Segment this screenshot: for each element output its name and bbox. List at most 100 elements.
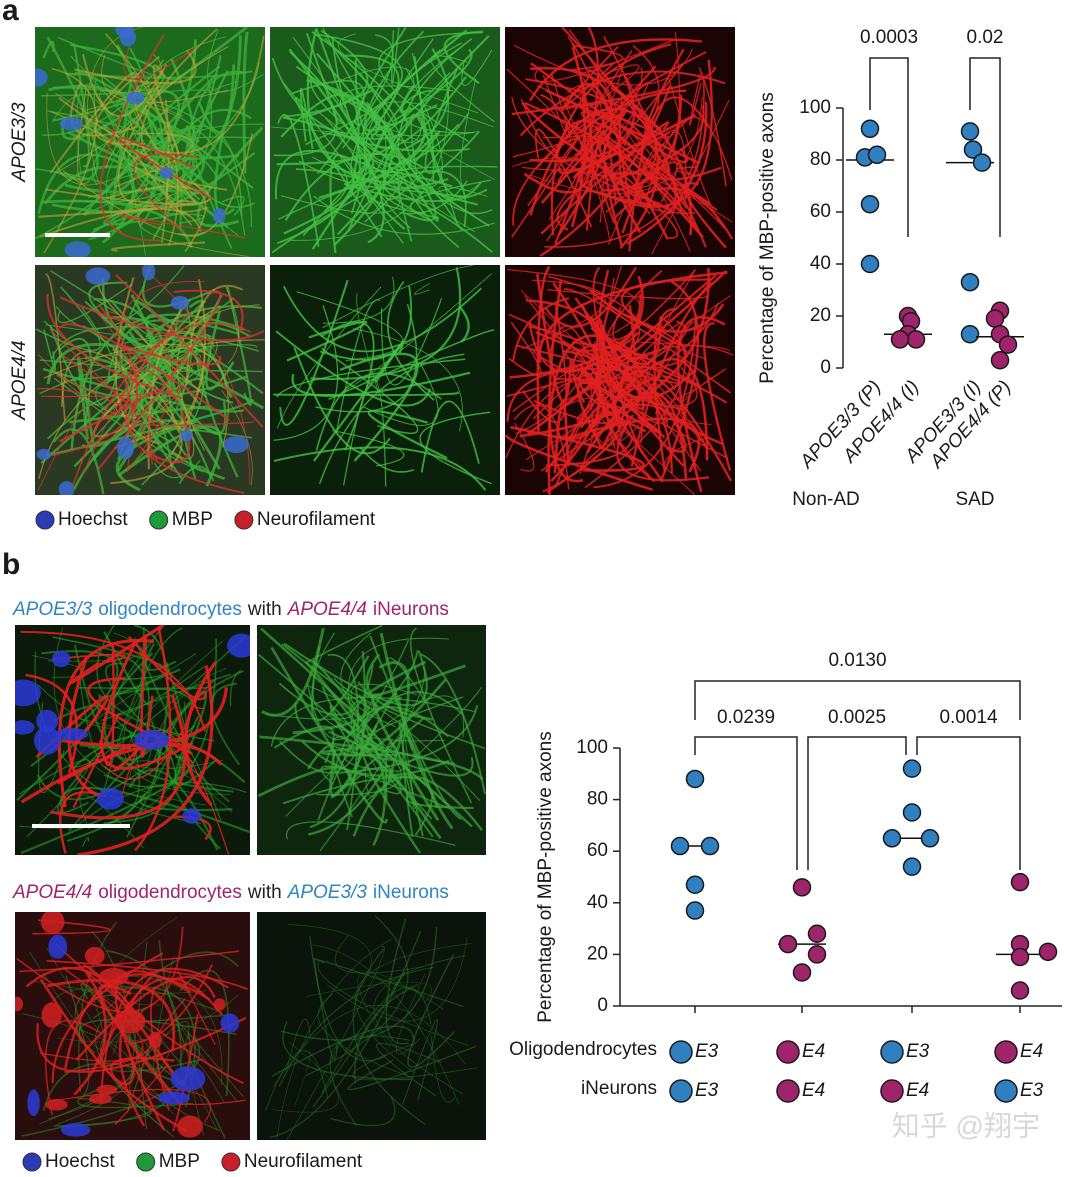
data-point — [860, 254, 880, 274]
fiber — [414, 282, 431, 295]
fiber — [58, 390, 154, 443]
nucleus — [170, 1066, 206, 1092]
fiber — [367, 409, 448, 460]
fiber — [152, 64, 181, 158]
micrograph — [270, 265, 500, 495]
fiber — [352, 948, 426, 1125]
fiber — [319, 285, 413, 361]
fiber — [548, 279, 584, 483]
fiber — [175, 1020, 244, 1103]
fiber — [75, 975, 216, 1061]
fiber — [507, 269, 641, 340]
fiber — [57, 638, 155, 808]
fiber — [329, 705, 434, 838]
x-group-label: Non-AD — [792, 489, 860, 510]
genotype-swatch — [994, 1040, 1018, 1064]
fiber — [62, 170, 205, 236]
micrograph — [35, 265, 265, 495]
fiber — [197, 64, 236, 134]
legend-swatch — [136, 1152, 156, 1172]
fiber — [329, 1096, 396, 1127]
caption-part: with — [247, 599, 282, 620]
fiber — [362, 169, 453, 230]
fiber — [125, 311, 245, 494]
fiber — [38, 199, 196, 218]
fiber — [311, 124, 387, 250]
fiber — [286, 320, 368, 362]
fiber — [270, 696, 475, 747]
p-value: 0.0130 — [828, 650, 886, 671]
fiber — [49, 329, 164, 430]
fiber — [176, 70, 229, 173]
data-point — [685, 769, 705, 789]
fiber — [328, 329, 495, 401]
genotype-swatch — [669, 1079, 693, 1103]
data-point — [792, 963, 812, 982]
fiber — [347, 637, 449, 772]
fiber — [546, 403, 629, 494]
fiber — [511, 135, 580, 238]
fiber — [65, 70, 253, 79]
fiber — [420, 653, 486, 795]
data-point — [860, 194, 880, 214]
genotype-swatch — [880, 1040, 904, 1064]
fiber — [322, 276, 395, 324]
fiber — [81, 397, 133, 478]
genotype-label: E3 — [906, 1041, 930, 1062]
fiber — [104, 32, 179, 247]
fiber — [321, 347, 419, 434]
row-label: APOE4/4 — [9, 340, 30, 420]
y-tick-label: 100 — [576, 737, 608, 758]
nucleus — [64, 241, 91, 257]
nucleus — [88, 1093, 112, 1105]
fiber — [277, 113, 320, 248]
fiber — [379, 632, 454, 830]
fiber — [385, 741, 416, 810]
micrograph — [270, 27, 500, 257]
fiber — [273, 446, 487, 491]
fiber — [378, 31, 483, 142]
legend-label: Hoechst — [45, 1151, 115, 1172]
fiber — [562, 46, 619, 109]
fiber — [580, 303, 723, 445]
fiber — [556, 131, 671, 231]
y-tick-label: 40 — [587, 892, 608, 913]
fiber — [123, 45, 197, 80]
fiber — [359, 446, 415, 473]
fiber — [328, 730, 474, 777]
significance-bracket — [916, 736, 1021, 870]
fiber — [46, 36, 99, 181]
data-point — [685, 875, 705, 894]
data-point — [960, 272, 980, 292]
fiber — [65, 975, 90, 1096]
data-point — [985, 309, 1005, 328]
nucleus — [15, 679, 41, 707]
fiber — [93, 367, 153, 437]
caption-part: iNeurons — [373, 599, 449, 620]
fiber — [276, 358, 466, 398]
data-point — [902, 759, 922, 778]
y-tick-label: 0 — [820, 357, 831, 378]
fiber — [281, 643, 379, 712]
nucleus — [58, 481, 75, 495]
fiber — [522, 306, 568, 423]
fiber — [147, 413, 155, 465]
significance-bracket — [694, 680, 1021, 720]
fiber — [616, 414, 710, 482]
fiber — [644, 116, 733, 202]
fiber — [514, 422, 535, 472]
fiber — [110, 348, 183, 485]
fiber — [36, 1016, 247, 1073]
fiber — [386, 281, 435, 401]
fiber — [45, 1020, 101, 1115]
data-point — [807, 945, 827, 964]
fiber — [39, 208, 202, 238]
fiber — [537, 135, 691, 252]
nucleus — [119, 28, 137, 47]
fiber — [529, 38, 703, 102]
fiber — [347, 114, 435, 232]
fiber — [38, 339, 265, 480]
genotype-label: E3 — [695, 1041, 719, 1062]
genotype-label: E4 — [802, 1041, 825, 1062]
fiber — [524, 101, 701, 234]
